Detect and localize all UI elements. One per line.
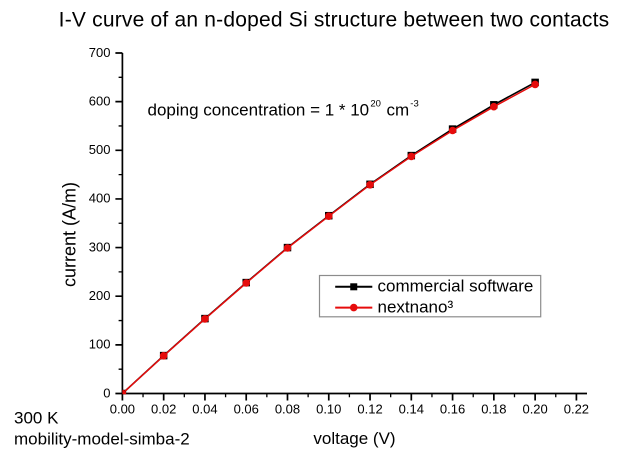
svg-text:0.04: 0.04 [192, 401, 217, 416]
svg-text:100: 100 [89, 337, 111, 352]
svg-text:0: 0 [103, 385, 110, 400]
svg-text:300 K: 300 K [14, 409, 59, 428]
svg-text:600: 600 [89, 93, 111, 108]
svg-text:voltage (V): voltage (V) [313, 429, 395, 448]
svg-text:nextnano³: nextnano³ [378, 297, 454, 316]
svg-text:I-V curve of an n-doped Si str: I-V curve of an n-doped Si structure bet… [59, 9, 610, 32]
svg-text:0.14: 0.14 [399, 401, 424, 416]
svg-text:200: 200 [89, 288, 111, 303]
svg-text:0.06: 0.06 [234, 401, 259, 416]
svg-text:doping concentration = 1 * 102: doping concentration = 1 * 1020 cm-3 [148, 98, 419, 119]
svg-text:0.10: 0.10 [316, 401, 341, 416]
svg-text:0.18: 0.18 [481, 401, 506, 416]
svg-text:0.00: 0.00 [110, 401, 135, 416]
svg-text:current (A/m): current (A/m) [59, 182, 79, 287]
svg-text:0.16: 0.16 [440, 401, 465, 416]
svg-text:0.12: 0.12 [357, 401, 382, 416]
svg-text:0.08: 0.08 [275, 401, 300, 416]
svg-text:commercial software: commercial software [378, 277, 534, 296]
svg-text:700: 700 [89, 45, 111, 60]
svg-text:0.02: 0.02 [151, 401, 176, 416]
svg-text:0.22: 0.22 [564, 401, 589, 416]
svg-text:300: 300 [89, 239, 111, 254]
svg-text:500: 500 [89, 142, 111, 157]
svg-text:mobility-model-simba-2: mobility-model-simba-2 [14, 430, 190, 449]
svg-text:0.20: 0.20 [522, 401, 547, 416]
svg-text:400: 400 [89, 191, 111, 206]
